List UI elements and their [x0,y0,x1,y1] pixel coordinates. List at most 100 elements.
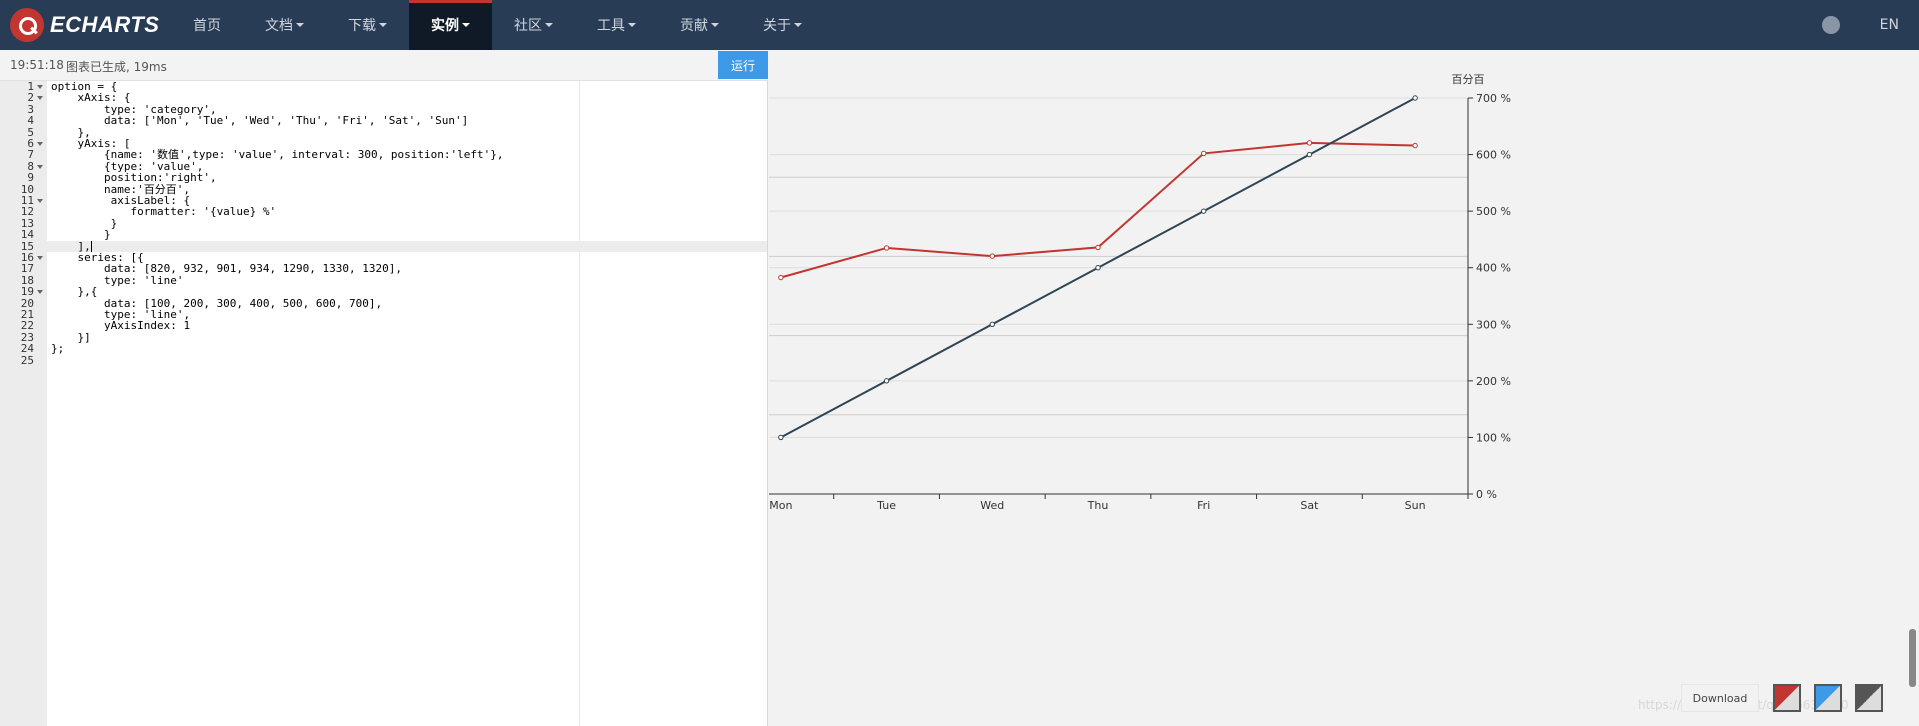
code-text: data: [100, 200, 300, 400, 500, 600, 700… [51,296,383,310]
code-text: xAxis: { [51,91,131,105]
fold-toggle-icon[interactable] [37,290,43,295]
nav-item-home[interactable]: 首页 [171,0,243,50]
code-line[interactable]: 12 formatter: '{value} %' [0,206,767,218]
code-line[interactable]: 16 series: [{ [0,251,767,264]
line-number: 23 [20,330,34,344]
data-point [1095,244,1101,251]
line-number: 20 [20,296,34,310]
status-bar: 19:51:18 图表已生成, 19ms 运行 [0,50,768,81]
code-line[interactable]: 21 type: 'line', [0,308,767,321]
code-line[interactable]: 3 type: 'category', [0,102,767,116]
x-tick-label: Tue [876,499,896,512]
top-navbar: ECHARTS 首页 文档 下载 实例 社区 工具 贡献 关于 EN [0,0,1919,50]
line-number: 1 [27,80,34,93]
code-text: {name: '数值',type: 'value', interval: 300… [51,148,504,162]
code-line[interactable]: 8 {type: 'value', [0,159,767,173]
y-right-tick-label: 200 % [1476,375,1511,388]
line-number: 3 [27,102,34,116]
line-number: 6 [27,137,34,150]
code-text: position:'right', [51,171,217,185]
line-number: 15 [20,239,34,253]
nav-label: 社区 [514,18,542,34]
code-text: },{ [51,285,98,299]
code-line[interactable]: 25 [0,354,767,366]
status-time: 19:51:18 [10,58,64,72]
line-number: 5 [27,125,34,139]
nav-label: 下载 [348,18,376,34]
fold-toggle-icon[interactable] [37,199,43,203]
code-line[interactable]: 9 position:'right', [0,171,767,185]
data-point [989,253,995,259]
code-text: axisLabel: { [51,194,191,207]
code-line[interactable]: 10 name:'百分百', [0,182,767,196]
code-text: type: 'category', [51,102,217,116]
fold-toggle-icon[interactable] [37,85,43,89]
code-line[interactable]: 6 yAxis: [ [0,137,767,150]
theme-swatch-dark[interactable] [1855,684,1883,712]
line-number: 22 [20,319,34,333]
nav-label: 工具 [597,18,625,34]
code-editor[interactable]: 1 option = {2 xAxis: {3 type: 'category',… [0,81,767,726]
code-text: data: [820, 932, 901, 934, 1290, 1330, 1… [51,262,402,276]
fold-toggle-icon[interactable] [37,142,43,146]
language-switch[interactable]: EN [1879,17,1899,33]
code-line[interactable]: 23 }] [0,330,767,344]
code-line[interactable]: 19 },{ [0,285,767,299]
data-point [778,274,784,281]
fold-toggle-icon[interactable] [37,256,43,260]
series-line-1 [780,141,1416,279]
code-line[interactable]: 5 }, [0,125,767,139]
line-number: 16 [20,251,34,264]
code-line[interactable]: 20 data: [100, 200, 300, 400, 500, 600, … [0,296,767,310]
code-text: series: [{ [51,251,144,264]
code-line[interactable]: 22 yAxisIndex: 1 [0,319,767,333]
x-tick-label: Sun [1405,499,1426,512]
nav-item-about[interactable]: 关于 [741,0,824,50]
nav-item-community[interactable]: 社区 [492,0,575,50]
github-icon[interactable] [1821,16,1840,34]
y-right-tick-label: 500 % [1476,205,1511,218]
theme-swatch-blue[interactable] [1814,684,1842,712]
data-point [1412,142,1418,149]
nav-item-tools[interactable]: 工具 [575,0,658,50]
data-point [1201,208,1207,214]
line-number: 10 [20,182,34,196]
line-number: 21 [20,308,34,321]
theme-swatch-red[interactable] [1773,684,1801,712]
print-margin [579,81,580,726]
code-line[interactable]: 17 data: [820, 932, 901, 934, 1290, 1330… [0,262,767,276]
line-number: 24 [20,342,34,356]
nav-label: 实例 [431,18,459,34]
nav-item-docs[interactable]: 文档 [243,0,326,50]
code-line[interactable]: 15 ], [0,239,767,253]
nav-item-download[interactable]: 下载 [326,0,409,50]
fold-toggle-icon[interactable] [37,96,43,101]
code-line[interactable]: 2 xAxis: { [0,91,767,105]
code-line[interactable]: 1 option = { [0,80,767,93]
code-line[interactable]: 13 } [0,217,767,229]
code-line[interactable]: 4 data: ['Mon', 'Tue', 'Wed', 'Thu', 'Fr… [0,115,767,127]
code-text: type: 'line' [51,273,184,287]
chart-panel: 03006009001,2001,5000 %100 %200 %300 %40… [769,50,1919,726]
echarts-logo[interactable]: ECHARTS [10,8,159,42]
data-point [1412,95,1418,101]
data-point [883,378,890,384]
code-line[interactable]: 11 axisLabel: { [0,194,767,207]
x-tick-label: Mon [769,499,792,512]
code-line[interactable]: 18 type: 'line' [0,273,767,287]
run-button[interactable]: 运行 [718,51,768,79]
nav-item-examples[interactable]: 实例 [409,0,492,50]
data-point [1306,151,1313,158]
nav-item-contribute[interactable]: 贡献 [658,0,741,50]
caret-down-icon [296,23,304,27]
line-chart[interactable]: 03006009001,2001,5000 %100 %200 %300 %40… [769,50,1919,726]
line-number: 11 [20,194,34,207]
download-button[interactable]: Download [1681,684,1759,712]
fold-toggle-icon[interactable] [37,164,43,169]
code-text: {type: 'value', [51,159,204,173]
scrollbar[interactable] [1909,629,1916,687]
code-line[interactable]: 14 } [0,229,767,241]
code-text: type: 'line', [51,308,191,321]
code-line[interactable]: 24}; [0,342,767,356]
code-line[interactable]: 7 {name: '数值',type: 'value', interval: 3… [0,148,767,162]
